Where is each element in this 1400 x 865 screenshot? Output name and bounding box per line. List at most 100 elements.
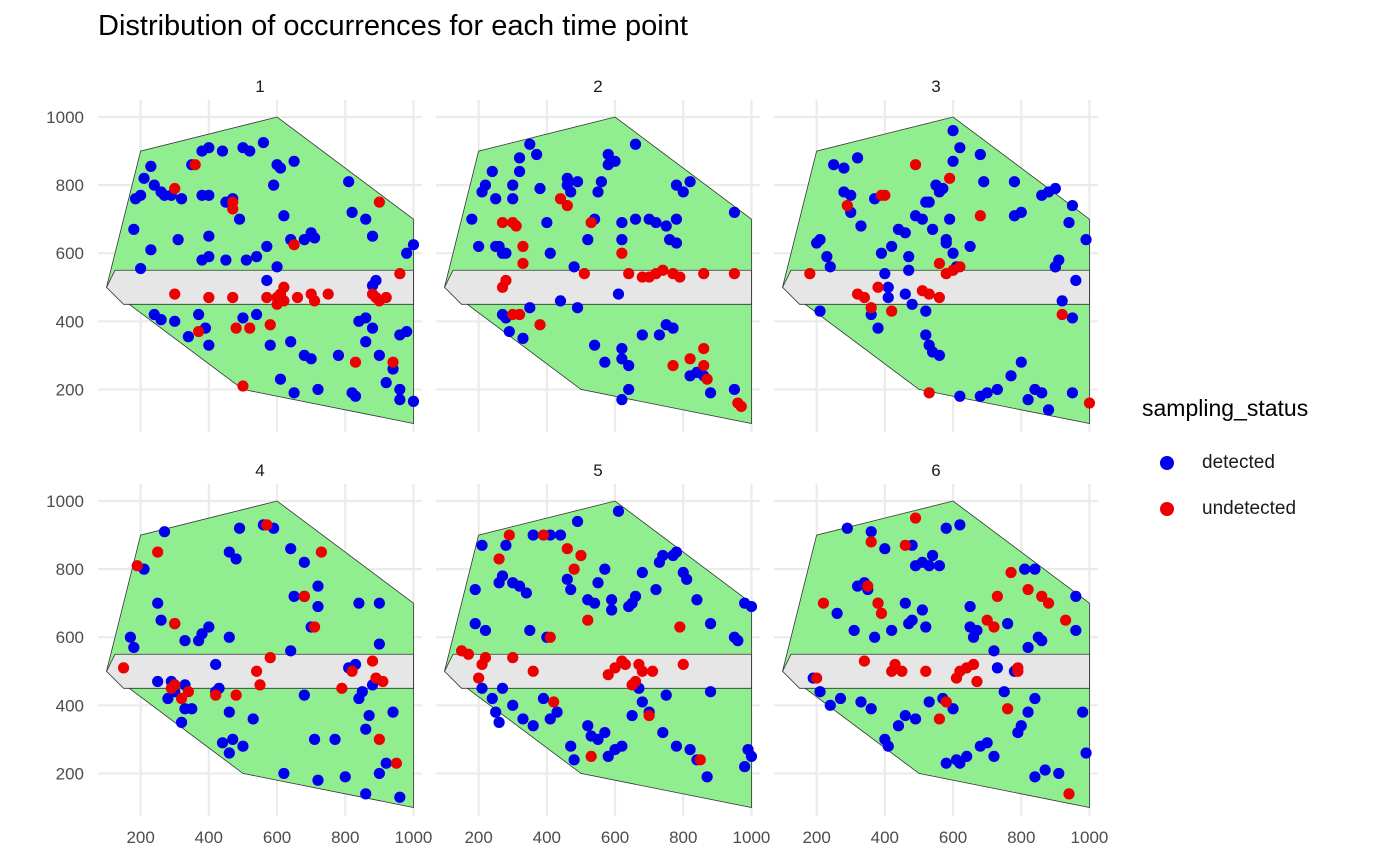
point-detected xyxy=(534,182,546,195)
x-tick-label: 200 xyxy=(464,828,492,847)
point-detected xyxy=(240,254,252,266)
point-detected xyxy=(1005,370,1017,382)
point-detected xyxy=(923,696,935,708)
point-detected xyxy=(278,767,290,780)
point-detected xyxy=(845,189,857,201)
point-detected xyxy=(828,159,840,171)
point-detected xyxy=(1022,706,1034,718)
point-undetected xyxy=(271,298,283,310)
point-detected xyxy=(380,377,392,389)
point-detected xyxy=(606,594,618,606)
point-detected xyxy=(360,723,372,735)
point-detected xyxy=(629,590,642,602)
point-detected xyxy=(346,206,358,218)
point-detected xyxy=(155,614,167,626)
point-undetected xyxy=(575,549,587,562)
point-detected xyxy=(175,193,188,205)
point-detected xyxy=(821,251,833,263)
point-detected xyxy=(394,791,406,803)
point-detected xyxy=(196,254,208,266)
point-detected xyxy=(728,206,741,218)
point-undetected xyxy=(616,247,628,259)
point-detected xyxy=(401,325,413,338)
point-undetected xyxy=(858,655,870,667)
point-detected xyxy=(158,526,171,538)
point-detected xyxy=(360,788,372,800)
point-detected xyxy=(517,332,529,344)
point-undetected xyxy=(677,658,689,671)
point-detected xyxy=(216,145,229,157)
point-detected xyxy=(1063,216,1075,229)
facet-panel-3: 3 xyxy=(774,77,1098,432)
point-detected xyxy=(148,179,160,191)
point-detected xyxy=(517,713,529,725)
point-undetected xyxy=(804,268,816,280)
point-detected xyxy=(401,247,413,259)
point-detected xyxy=(380,757,392,769)
point-detected xyxy=(407,395,420,407)
point-detected xyxy=(974,148,986,161)
point-detected xyxy=(360,213,372,225)
point-detected xyxy=(926,223,939,235)
point-detected xyxy=(899,227,911,239)
point-detected xyxy=(824,261,836,273)
point-detected xyxy=(175,716,188,728)
point-detected xyxy=(954,519,966,531)
facet-label: 6 xyxy=(931,461,940,480)
point-detected xyxy=(944,213,956,225)
point-undetected xyxy=(865,302,877,314)
point-detected xyxy=(1019,563,1031,575)
point-detected xyxy=(394,394,406,406)
x-tick-label: 600 xyxy=(939,828,967,847)
point-detected xyxy=(947,703,959,715)
point-detected xyxy=(531,148,543,161)
x-tick-label: 800 xyxy=(669,828,697,847)
point-detected xyxy=(667,322,679,334)
point-detected xyxy=(524,302,536,314)
point-detected xyxy=(1066,312,1079,324)
x-tick-label: 600 xyxy=(263,828,291,847)
point-detected xyxy=(145,244,157,256)
x-tick-label: 1000 xyxy=(395,828,433,847)
point-detected xyxy=(616,234,628,246)
point-detected xyxy=(285,543,297,555)
point-detected xyxy=(684,176,696,188)
point-detected xyxy=(250,308,263,321)
point-detected xyxy=(152,597,164,609)
point-undetected xyxy=(507,652,519,664)
point-detected xyxy=(588,339,601,351)
legend-title: sampling_status xyxy=(1142,395,1309,421)
point-detected xyxy=(599,726,611,739)
point-detected xyxy=(237,740,249,752)
point-detected xyxy=(298,234,310,246)
point-detected xyxy=(527,720,539,732)
point-undetected xyxy=(264,652,276,664)
point-detected xyxy=(814,305,826,317)
point-detected xyxy=(701,771,713,783)
point-detected xyxy=(298,556,310,568)
point-detected xyxy=(670,740,683,752)
point-undetected xyxy=(872,281,884,293)
point-undetected xyxy=(1002,703,1014,715)
point-undetected xyxy=(230,322,242,334)
point-detected xyxy=(544,713,556,725)
point-detected xyxy=(329,733,341,745)
point-detected xyxy=(653,329,665,341)
point-detected xyxy=(660,220,672,232)
point-detected xyxy=(1029,771,1041,783)
point-detected xyxy=(981,387,993,399)
point-detected xyxy=(312,383,324,396)
point-undetected xyxy=(373,196,385,208)
point-detected xyxy=(831,607,843,619)
point-undetected xyxy=(817,597,830,609)
point-detected xyxy=(704,387,717,399)
point-detected xyxy=(520,587,532,599)
point-detected xyxy=(1008,176,1021,188)
point-undetected xyxy=(493,553,505,565)
facet-label: 2 xyxy=(593,77,602,96)
point-undetected xyxy=(131,560,143,572)
point-undetected xyxy=(230,689,242,701)
point-detected xyxy=(592,733,604,745)
point-undetected xyxy=(169,182,181,195)
point-undetected xyxy=(933,291,946,304)
